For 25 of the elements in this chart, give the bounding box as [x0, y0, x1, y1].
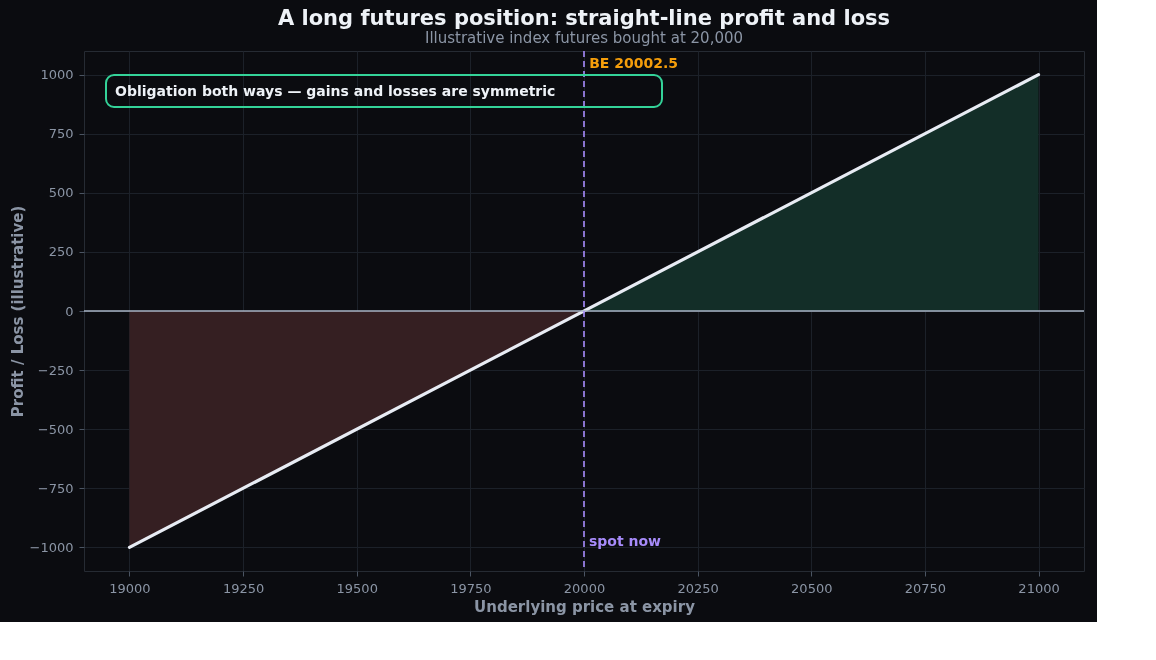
y-tick-label: −250 — [37, 362, 74, 378]
chart-subtitle: Illustrative index futures bought at 20,000 — [424, 29, 744, 48]
x-tick-label: 19000 — [109, 580, 151, 596]
y-tick-label: 750 — [48, 126, 74, 142]
y-tick-label: 500 — [48, 185, 74, 201]
chart-title: A long futures position: straight-line profit and loss — [277, 6, 891, 31]
x-tick-label: 20000 — [563, 580, 606, 596]
y-tick-label: −750 — [37, 480, 74, 496]
x-tick-label: 20500 — [791, 580, 833, 596]
x-tick-label: 20250 — [677, 580, 719, 596]
y-tick-label: 0 — [65, 303, 74, 319]
annotation: Obligation both ways — gains and losses are symmetric — [115, 83, 556, 99]
y-tick-label: −500 — [37, 421, 74, 437]
annotation: BE 20002.5 — [589, 54, 679, 71]
x-tick-label: 20750 — [904, 580, 947, 596]
x-axis-title: Underlying price at expiry — [474, 597, 696, 616]
y-tick-label: 250 — [48, 244, 74, 260]
x-tick-label: 19250 — [222, 580, 265, 596]
x-tick-label: 19500 — [336, 580, 378, 596]
x-tick-label: 21000 — [1018, 580, 1060, 596]
x-tick-label: 19750 — [450, 580, 492, 596]
y-tick-label: −1000 — [29, 539, 74, 555]
y-axis-title: Profit / Loss (illustrative) — [8, 205, 27, 418]
ref-line-label: spot now — [589, 533, 662, 549]
y-tick-label: 1000 — [40, 67, 74, 83]
